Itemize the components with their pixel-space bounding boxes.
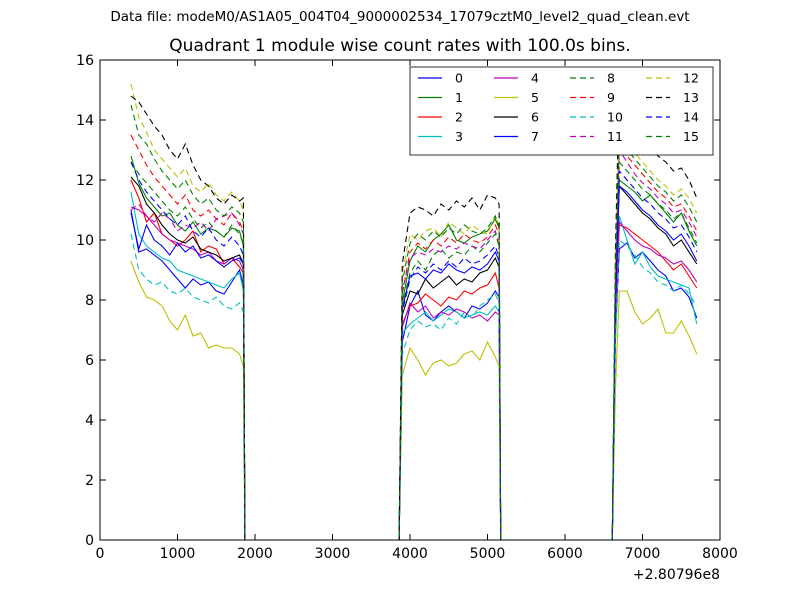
series-line-9	[130, 134, 698, 541]
series-line-14	[130, 161, 698, 541]
legend-entry-13: 13	[646, 90, 699, 105]
legend-label: 3	[455, 129, 463, 144]
series-line-2	[130, 179, 698, 541]
legend-label: 10	[607, 110, 623, 125]
x-tick-label: 1000	[160, 546, 196, 562]
legend-label: 8	[607, 71, 615, 86]
series-2	[130, 179, 698, 541]
x-tick-label: 4000	[392, 546, 428, 562]
y-tick-label: 8	[85, 293, 94, 309]
legend-label: 15	[683, 129, 699, 144]
legend-entry-2: 2	[418, 110, 463, 125]
x-tick-label: 8000	[702, 546, 738, 562]
legend-label: 1	[455, 90, 463, 105]
y-tick-label: 0	[85, 533, 94, 549]
series-lines	[130, 80, 698, 541]
series-10	[130, 233, 698, 541]
y-tick-label: 14	[76, 113, 94, 129]
series-line-6	[130, 176, 698, 541]
legend-entry-11: 11	[570, 129, 623, 144]
legend-label: 12	[683, 71, 699, 86]
series-9	[130, 134, 698, 541]
x-tick-label: 6000	[547, 546, 583, 562]
legend-entry-10: 10	[570, 110, 623, 125]
y-tick-label: 4	[85, 413, 94, 429]
series-line-0	[130, 209, 698, 541]
x-axis-ticks: 0 1000 2000 3000 4000 5000 6000 7000 8000	[96, 60, 738, 562]
series-5	[130, 260, 698, 541]
y-tick-label: 16	[76, 53, 94, 69]
y-tick-label: 10	[76, 233, 94, 249]
series-line-13	[130, 80, 698, 541]
x-tick-label: 5000	[470, 546, 506, 562]
legend-entry-14: 14	[646, 110, 699, 125]
series-11	[130, 148, 698, 541]
legend-label: 5	[531, 90, 539, 105]
series-line-12	[130, 83, 698, 541]
data-file-caption: Data file: modeM0/AS1A05_004T04_90000025…	[110, 9, 690, 25]
x-tick-label: 2000	[237, 546, 273, 562]
x-tick-label: 0	[96, 546, 105, 562]
series-12	[130, 83, 698, 541]
series-line-4	[130, 206, 698, 541]
legend-label: 9	[607, 90, 615, 105]
legend-entry-1: 1	[418, 90, 463, 105]
chart-title: Quadrant 1 module wise count rates with …	[169, 36, 631, 56]
series-line-3	[130, 191, 698, 541]
series-0	[130, 209, 698, 541]
x-tick-label: 3000	[315, 546, 351, 562]
legend-entry-12: 12	[646, 71, 699, 86]
legend-entry-15: 15	[646, 129, 699, 144]
series-13	[130, 80, 698, 541]
legend-entry-9: 9	[570, 90, 615, 105]
series-14	[130, 161, 698, 541]
series-7	[130, 184, 698, 541]
legend-label: 7	[531, 129, 539, 144]
series-line-15	[130, 104, 698, 541]
series-3	[130, 191, 698, 541]
legend-label: 0	[455, 71, 463, 86]
series-8	[130, 160, 698, 541]
legend-entry-8: 8	[570, 71, 615, 86]
y-tick-label: 12	[76, 173, 94, 189]
legend-entry-6: 6	[494, 110, 539, 125]
series-line-11	[130, 148, 698, 541]
legend-entry-4: 4	[494, 71, 539, 86]
series-line-10	[130, 233, 698, 541]
legend-entry-5: 5	[494, 90, 539, 105]
series-line-1	[130, 155, 698, 541]
series-line-8	[130, 160, 698, 541]
legend-entry-3: 3	[418, 129, 463, 144]
legend-label: 6	[531, 110, 539, 125]
legend-label: 4	[531, 71, 539, 86]
y-tick-label: 2	[85, 473, 94, 489]
x-tick-label: 7000	[625, 546, 661, 562]
series-line-7	[130, 184, 698, 541]
legend-entry-0: 0	[418, 71, 463, 86]
legend-label: 13	[683, 90, 699, 105]
series-15	[130, 104, 698, 541]
y-tick-label: 6	[85, 353, 94, 369]
series-4	[130, 206, 698, 541]
x-axis-offset-label: +2.80796e8	[633, 567, 720, 583]
legend-entry-7: 7	[494, 129, 539, 144]
legend-label: 14	[683, 110, 699, 125]
legend-label: 2	[455, 110, 463, 125]
series-1	[130, 155, 698, 541]
series-line-5	[130, 260, 698, 541]
legend-label: 11	[607, 129, 623, 144]
series-6	[130, 176, 698, 541]
legend-box	[409, 66, 714, 156]
